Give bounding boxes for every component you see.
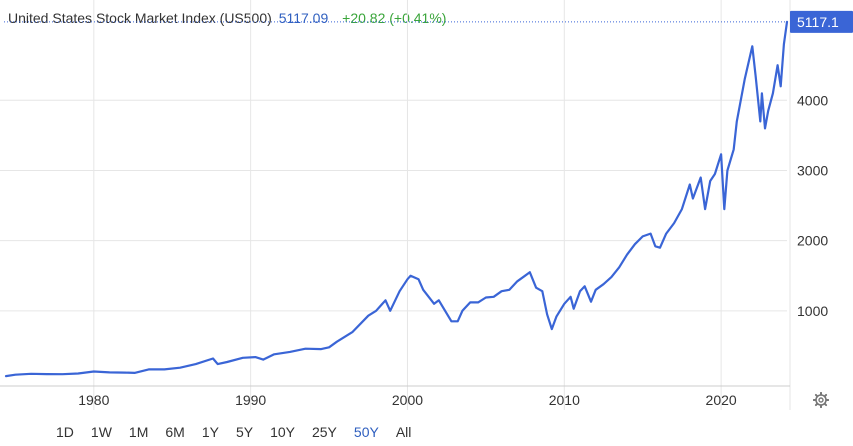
last-value-badge-bg <box>790 10 853 33</box>
range-button-5y[interactable]: 5Y <box>235 424 254 440</box>
chart-axes: 1000 2000 3000 4000 1980 1990 2000 2010 2020 <box>0 0 828 410</box>
y-tick-label: 3000 <box>797 162 828 178</box>
range-button-6m[interactable]: 6M <box>165 424 185 440</box>
x-tick-label: 2000 <box>392 392 423 408</box>
time-range-selector: 1D 1W 1M 6M 1Y 5Y 10Y 25Y 50Y All <box>56 424 428 440</box>
series-line <box>4 20 789 378</box>
x-tick-label: 1990 <box>235 392 266 408</box>
range-button-1y[interactable]: 1Y <box>201 424 219 440</box>
chart-grid <box>0 0 787 410</box>
x-tick-label: 2020 <box>706 392 737 408</box>
range-button-1d[interactable]: 1D <box>56 424 74 440</box>
range-button-all[interactable]: All <box>395 424 412 440</box>
x-tick-label: 2010 <box>549 392 580 408</box>
y-tick-label: 1000 <box>797 303 828 319</box>
y-tick-label: 4000 <box>797 92 828 108</box>
last-value-badge: 5117.1 <box>790 10 853 33</box>
x-tick-label: 1980 <box>78 392 109 408</box>
range-button-50y[interactable]: 50Y <box>353 424 379 440</box>
range-button-1m[interactable]: 1M <box>128 424 149 440</box>
range-button-25y[interactable]: 25Y <box>311 424 337 440</box>
range-button-10y[interactable]: 10Y <box>270 424 295 440</box>
range-button-1w[interactable]: 1W <box>90 424 112 440</box>
last-value-label: 5117.1 <box>797 14 839 30</box>
current-price: 5117.09 <box>278 10 329 26</box>
gear-icon[interactable] <box>813 392 829 408</box>
y-tick-label: 2000 <box>797 233 828 249</box>
price-change: +20.82 (+0.41%) <box>342 10 447 26</box>
